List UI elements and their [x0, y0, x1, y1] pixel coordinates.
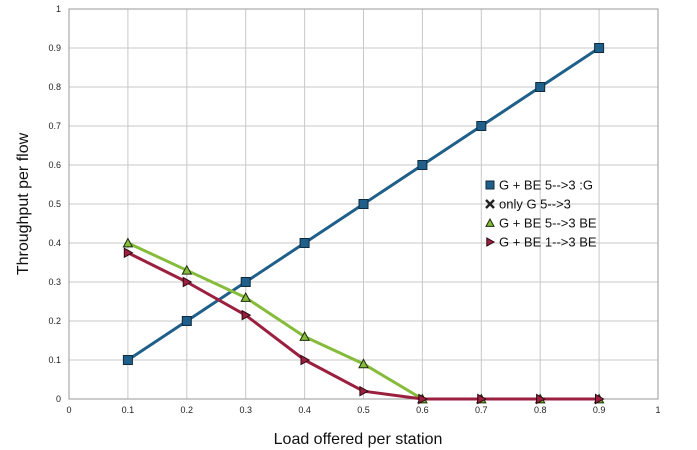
data-point [123, 247, 134, 259]
data-point [182, 276, 193, 288]
y-tick-label: 0.4 [48, 238, 61, 248]
x-tick-label: 0.7 [475, 405, 488, 415]
data-point [594, 43, 605, 53]
data-point [241, 309, 252, 321]
x-tick-label: 0.5 [357, 405, 370, 415]
legend: G + BE 5-->3 :G only G 5-->3 G + BE 5-->3 … [485, 178, 597, 250]
data-point [240, 292, 252, 302]
x-tick-label: 0.2 [181, 405, 194, 415]
data-point [240, 277, 251, 287]
data-point [536, 393, 546, 405]
legend-label: only G 5-->3 [499, 197, 571, 212]
legend-label: G + BE 1-->3 BE [499, 235, 597, 250]
data-point [359, 385, 370, 397]
y-axis-label: Throughput per flow [15, 132, 32, 275]
x-tick-label: 0.8 [534, 405, 547, 415]
data-point [181, 316, 192, 326]
data-point [300, 354, 311, 366]
legend-label: G + BE 5-->3 :G [499, 178, 593, 193]
y-tick-label: 0.7 [48, 121, 61, 131]
data-point [358, 199, 369, 209]
legend-item: G + BE 1-->3 BE [486, 235, 597, 250]
x-axis-ticks: 0 0.1 0.2 0.3 0.4 0.5 0.6 0.7 0.8 0.9 1 [66, 405, 660, 415]
data-point [485, 199, 495, 209]
legend-item: G + BE 5-->3 :G [485, 178, 593, 193]
data-point [595, 393, 605, 405]
y-tick-label: 0.9 [48, 43, 61, 53]
series-group [122, 43, 605, 405]
data-point [358, 358, 369, 369]
y-tick-label: 0.8 [48, 82, 61, 92]
y-tick-label: 0.5 [48, 199, 61, 209]
legend-item: G + BE 5-->3 BE [485, 216, 597, 231]
plot-area [68, 8, 659, 400]
y-tick-label: 0 [56, 394, 61, 404]
data-point [299, 331, 310, 341]
x-tick-label: 0.9 [593, 405, 606, 415]
data-point [535, 82, 546, 92]
x-tick-label: 0.3 [239, 405, 252, 415]
data-point [476, 121, 487, 131]
y-tick-label: 0.3 [48, 277, 61, 287]
y-tick-label: 0.1 [48, 355, 61, 365]
data-point [122, 355, 133, 365]
legend-item: only G 5-->3 [485, 197, 571, 212]
data-point [181, 264, 193, 275]
series [122, 43, 605, 365]
data-point [485, 180, 495, 190]
x-marker-stroke [485, 199, 495, 209]
x-tick-label: 0.1 [122, 405, 135, 415]
data-point [485, 217, 495, 227]
data-point [122, 237, 134, 248]
data-point [486, 237, 496, 247]
legend-label: G + BE 5-->3 BE [499, 216, 597, 231]
y-tick-label: 0.6 [48, 160, 61, 170]
y-tick-label: 0.2 [48, 316, 61, 326]
x-axis-label: Load offered per station [274, 431, 443, 448]
x-tick-label: 0 [66, 405, 71, 415]
data-point [477, 393, 487, 405]
series [123, 247, 605, 405]
y-tick-label: 1 [56, 4, 61, 14]
x-tick-label: 0.6 [416, 405, 429, 415]
x-tick-label: 0.4 [298, 405, 311, 415]
data-point [418, 393, 428, 405]
data-point [417, 160, 428, 170]
data-point [299, 238, 310, 248]
y-axis-ticks: 0 0.1 0.2 0.3 0.4 0.5 0.6 0.7 0.8 0.9 1 [48, 4, 61, 404]
x-tick-label: 1 [655, 405, 660, 415]
